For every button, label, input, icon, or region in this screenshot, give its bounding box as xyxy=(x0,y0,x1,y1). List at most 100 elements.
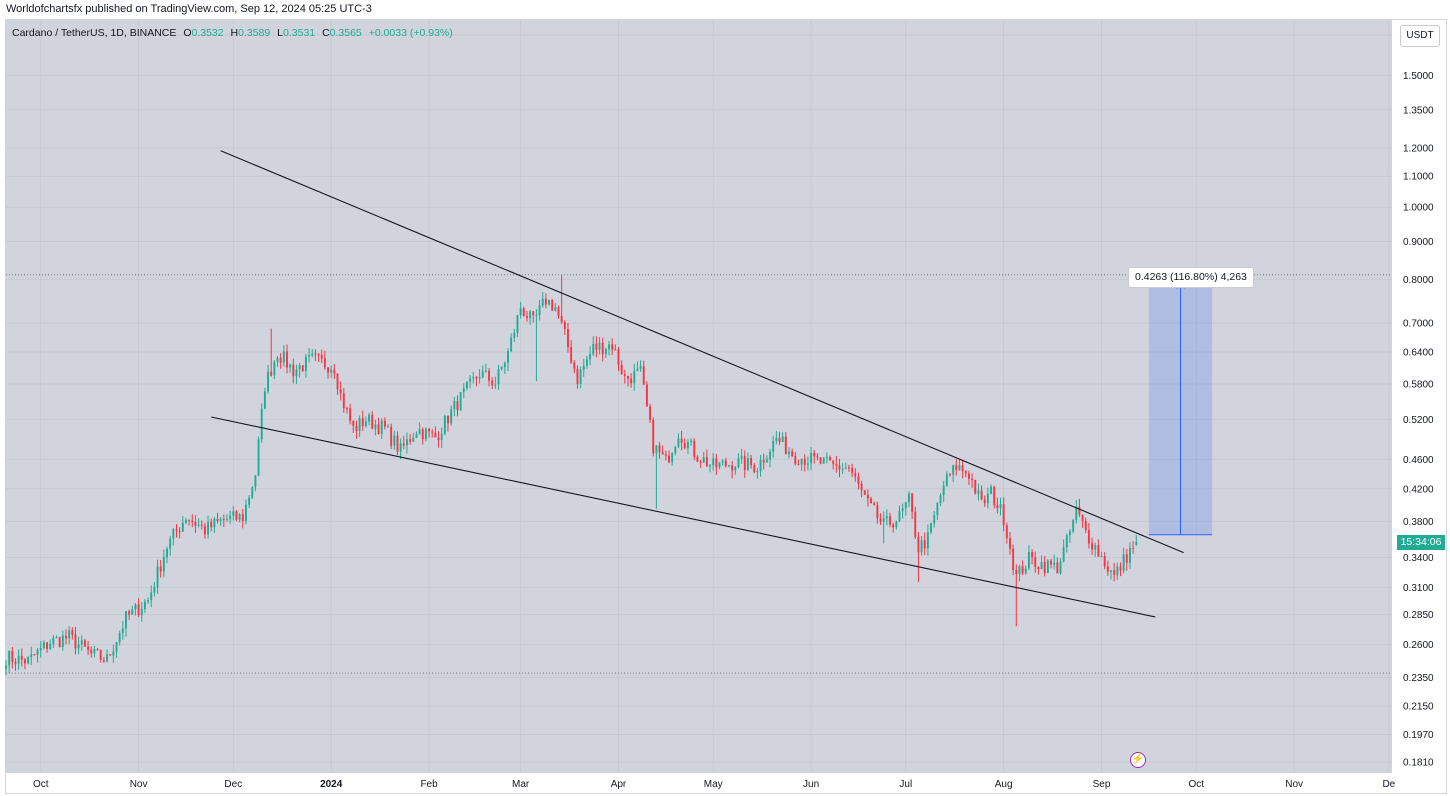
candle xyxy=(368,412,371,426)
candle-body xyxy=(450,409,453,424)
candle-body xyxy=(503,362,506,368)
candle-body xyxy=(301,365,304,371)
candle xyxy=(503,361,506,374)
candle xyxy=(1100,551,1103,558)
candle-body xyxy=(137,604,140,616)
candle-body xyxy=(986,493,989,504)
candle-body xyxy=(639,366,642,369)
candle xyxy=(904,502,907,516)
candle-body xyxy=(330,369,333,373)
candle xyxy=(352,420,355,434)
candle xyxy=(611,338,614,356)
currency-button[interactable]: USDT xyxy=(1400,25,1440,47)
candle-body xyxy=(608,344,610,349)
candle-body xyxy=(620,364,623,375)
candle-body xyxy=(709,464,711,467)
candle-body xyxy=(781,436,784,442)
candle xyxy=(1097,539,1100,557)
candle xyxy=(1043,556,1046,577)
candle-body xyxy=(835,463,838,466)
candle-body xyxy=(642,366,645,385)
candle-body xyxy=(1113,570,1116,575)
candle xyxy=(421,427,424,445)
candle xyxy=(841,462,844,474)
candle xyxy=(908,491,910,508)
candle xyxy=(279,353,282,369)
x-tick-label: Nov xyxy=(130,779,148,790)
y-tick-label: 0.5200 xyxy=(1403,415,1434,426)
candle-body xyxy=(121,628,124,634)
candle xyxy=(1135,535,1138,546)
candle xyxy=(459,391,462,411)
candle xyxy=(630,373,633,388)
candle-body xyxy=(939,495,942,504)
candle-body xyxy=(879,518,882,522)
candle-body xyxy=(166,548,168,558)
grid xyxy=(6,20,1446,793)
y-tick-label: 0.3400 xyxy=(1403,553,1434,564)
candle xyxy=(926,524,929,556)
candle-body xyxy=(402,443,405,446)
candle-body xyxy=(1087,530,1090,544)
candle xyxy=(507,348,509,372)
candle xyxy=(579,366,582,389)
candle-body xyxy=(462,388,465,393)
candle-body xyxy=(128,611,131,615)
candle xyxy=(857,472,860,490)
candle-body xyxy=(36,649,39,655)
candle xyxy=(1031,549,1034,565)
candle xyxy=(863,490,866,496)
candle-body xyxy=(949,474,951,476)
candle-body xyxy=(712,458,715,465)
candle xyxy=(112,644,115,663)
candle-body xyxy=(696,456,699,462)
candle xyxy=(244,499,247,525)
candle xyxy=(819,457,822,465)
candle-body xyxy=(1021,566,1024,574)
candle-body xyxy=(788,451,790,455)
change-value: +0.0033 (+0.93%) xyxy=(368,27,453,39)
candle xyxy=(336,373,339,395)
candle-body xyxy=(364,421,367,427)
candle xyxy=(1062,539,1065,563)
y-tick-label: 0.2850 xyxy=(1403,610,1434,621)
candle-body xyxy=(1119,566,1122,571)
candle xyxy=(889,512,891,528)
candle xyxy=(548,299,550,306)
candle-body xyxy=(185,519,187,523)
candle xyxy=(986,487,989,509)
candle-body xyxy=(371,414,374,429)
candle-body xyxy=(570,347,573,363)
candle xyxy=(36,647,39,663)
candle-body xyxy=(822,457,825,464)
candle xyxy=(488,368,490,387)
candle xyxy=(958,458,961,471)
candle-body xyxy=(825,457,828,459)
candle xyxy=(447,415,449,432)
candle xyxy=(453,396,456,417)
candle xyxy=(241,509,244,529)
candle xyxy=(952,464,955,483)
candle xyxy=(690,438,693,446)
candle-body xyxy=(289,364,292,368)
lightning-icon[interactable]: ⚡ xyxy=(1130,752,1146,768)
candle xyxy=(702,451,705,464)
candle-body xyxy=(516,314,519,333)
candle xyxy=(39,641,42,658)
candle xyxy=(140,602,143,622)
y-tick-label: 0.3100 xyxy=(1403,583,1434,594)
candle xyxy=(911,493,914,520)
candle xyxy=(525,310,528,322)
candle xyxy=(153,581,156,597)
candle xyxy=(696,455,699,462)
candle xyxy=(800,458,803,472)
candle-body xyxy=(52,637,55,645)
candle xyxy=(639,360,642,372)
candle xyxy=(61,630,64,651)
candle-body xyxy=(437,437,440,441)
candle xyxy=(642,360,645,386)
candle xyxy=(270,328,273,377)
candle-body xyxy=(784,436,787,455)
candle-body xyxy=(68,630,71,639)
